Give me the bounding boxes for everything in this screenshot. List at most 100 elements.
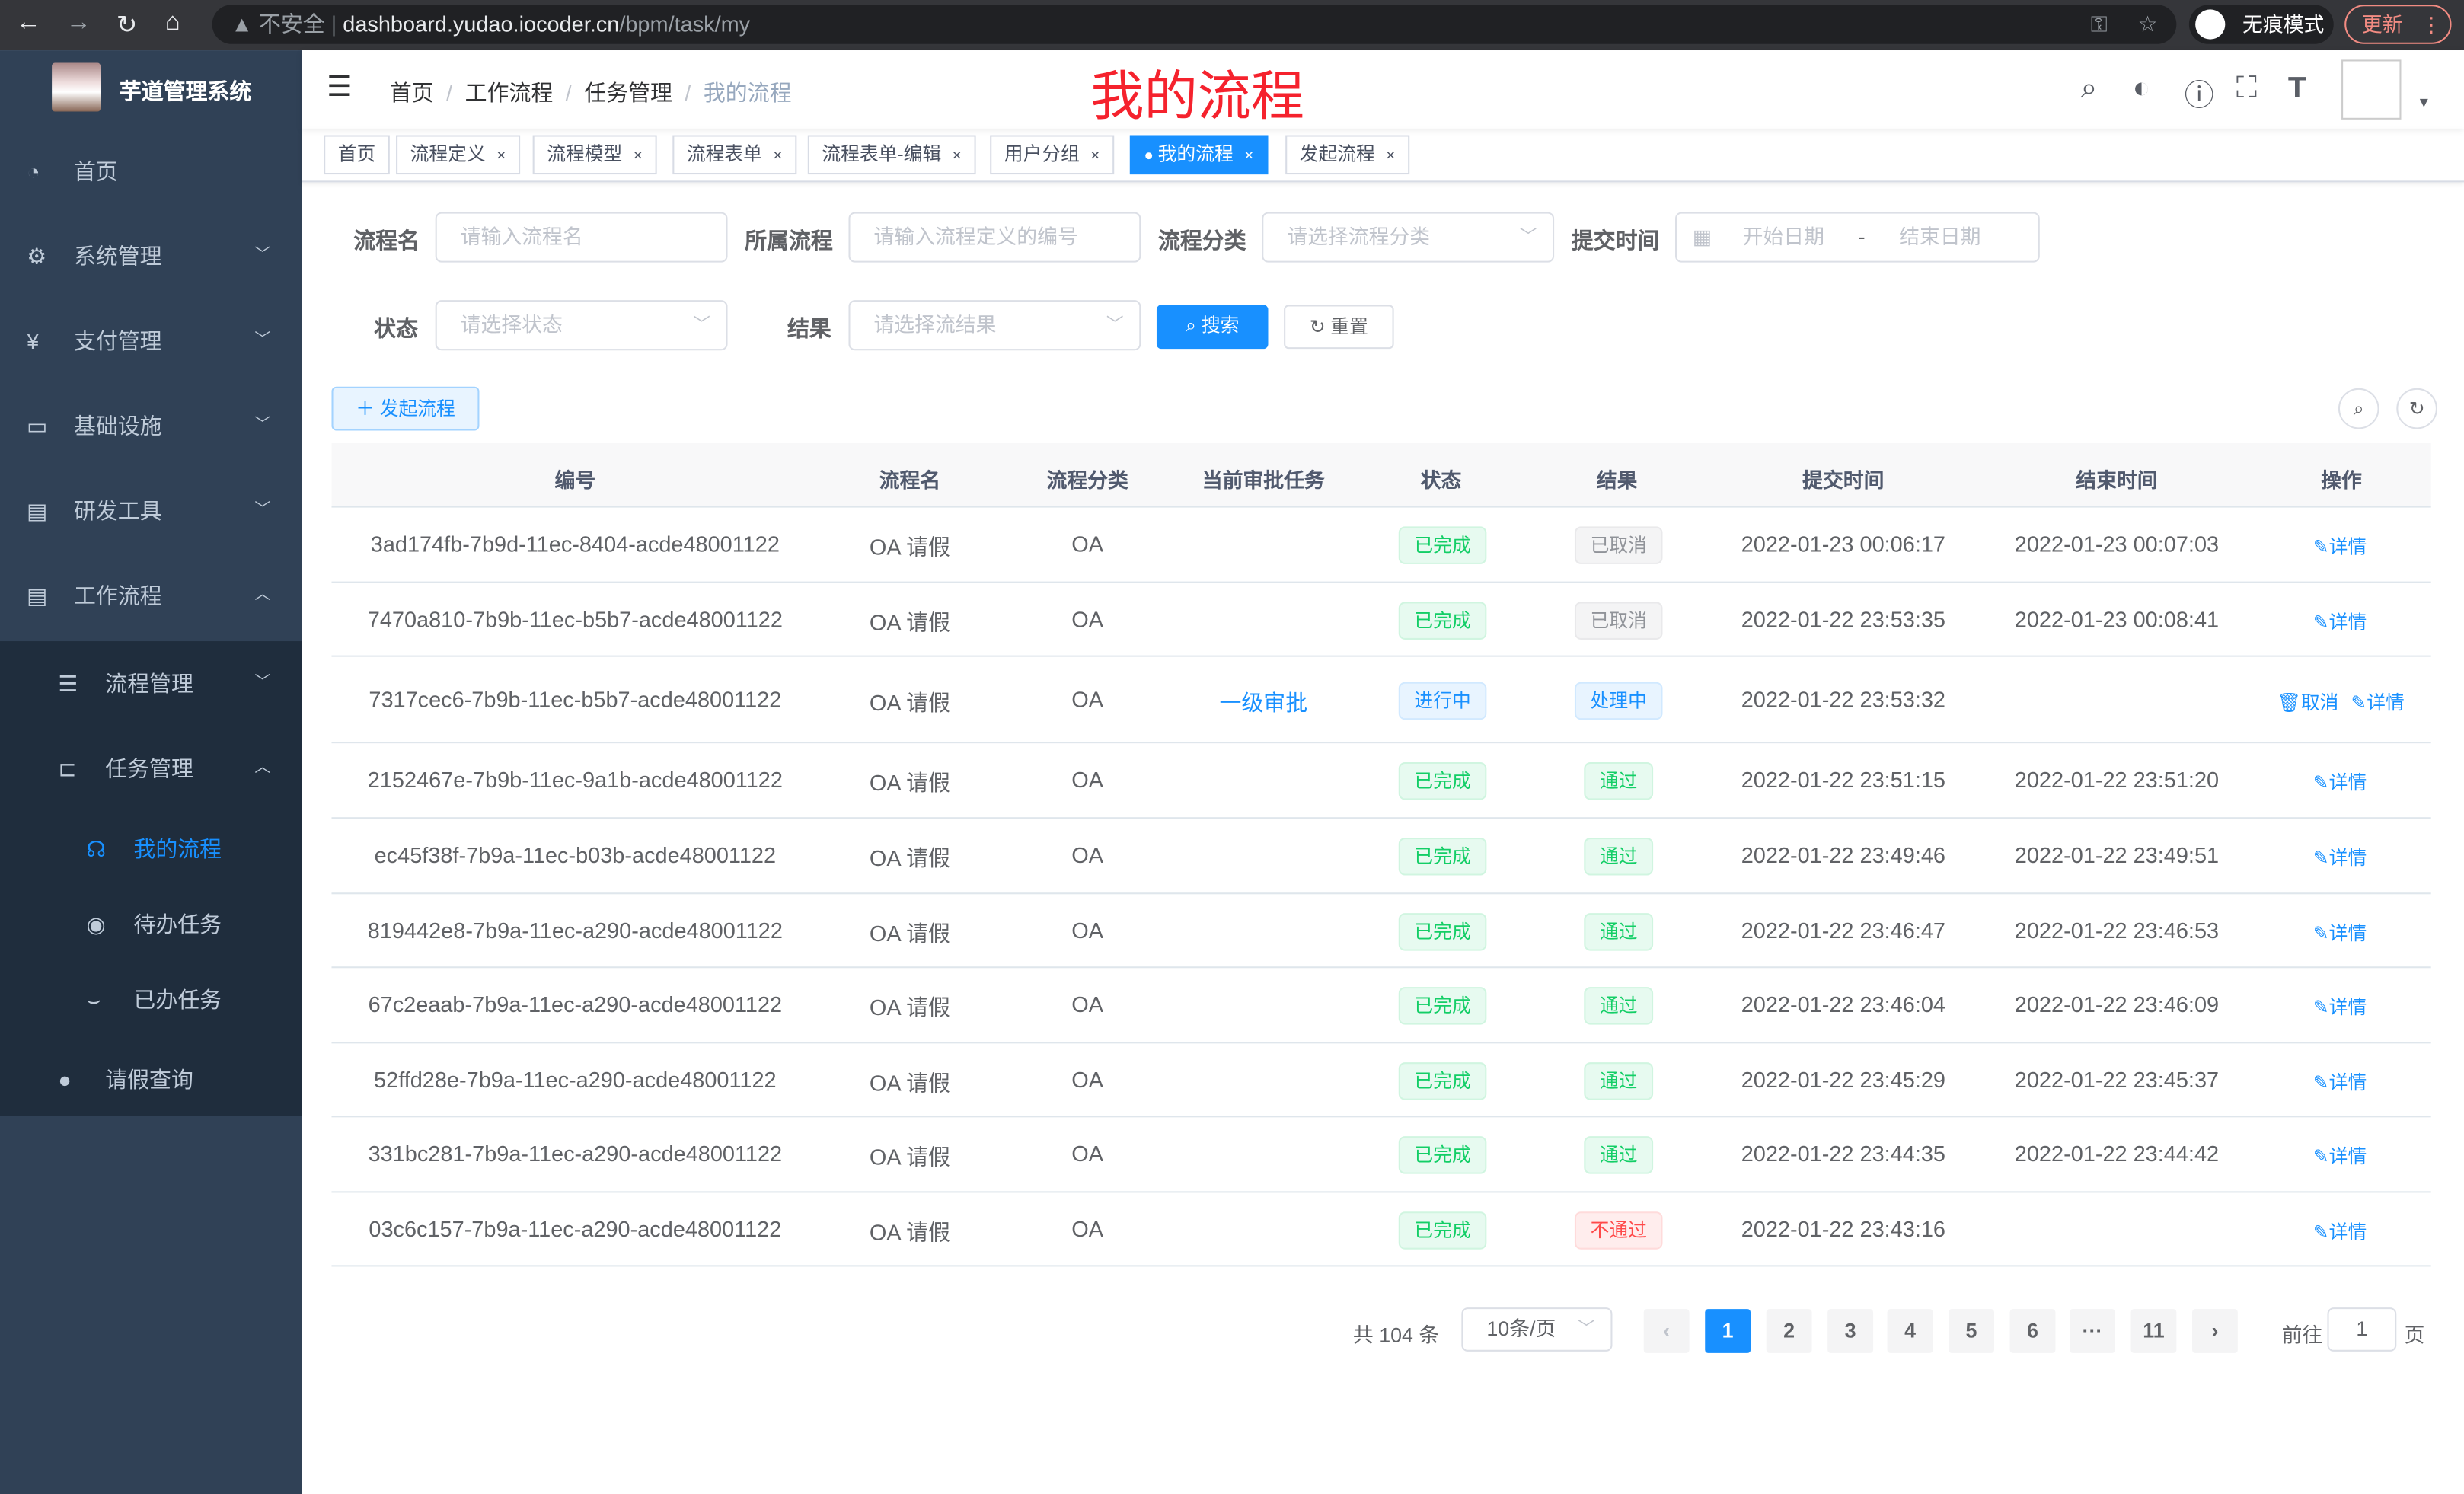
tab-3[interactable]: 流程表单 × — [672, 135, 797, 175]
hamburger-icon[interactable]: ☰ — [327, 70, 353, 103]
sidebar-item-10[interactable]: ⌣ 已办任务 — [0, 962, 302, 1037]
close-icon[interactable]: × — [633, 147, 643, 165]
link-label: 详情 — [2328, 1071, 2367, 1093]
detail-link[interactable]: ✎详情 — [2313, 768, 2367, 795]
close-icon[interactable]: × — [1386, 147, 1396, 165]
sidebar-item-2[interactable]: ¥ 支付管理 ﹀ — [0, 298, 302, 383]
cell-id: ec45f38f-7b9a-11ec-b03b-acde48001122 — [374, 842, 777, 868]
sidebar-item-1[interactable]: ⚙ 系统管理 ﹀ — [0, 214, 302, 298]
close-icon[interactable]: × — [496, 147, 506, 165]
update-button[interactable]: 更新 ⋮ — [2344, 5, 2452, 44]
sidebar-item-3[interactable]: ▭ 基础设施 ﹀ — [0, 384, 302, 468]
tab-0[interactable]: 首页 — [324, 135, 390, 175]
link-label: 详情 — [2328, 610, 2367, 633]
detail-link[interactable]: ✎详情 — [2313, 608, 2367, 634]
close-icon[interactable]: × — [1244, 147, 1254, 165]
page-button[interactable]: 11 — [2130, 1309, 2177, 1353]
incognito-indicator[interactable]: 无痕模式 — [2188, 5, 2334, 44]
name-input[interactable]: 请输入流程名 — [435, 212, 728, 263]
detail-link[interactable]: ✎详情 — [2313, 1142, 2367, 1169]
caret-down-icon[interactable]: ▼ — [2417, 94, 2431, 110]
sidebar-item-7[interactable]: ⊏ 任务管理 ︿ — [0, 726, 302, 810]
reset-button[interactable]: ↻ 重置 — [1284, 305, 1394, 350]
start-process-button[interactable]: ＋ 发起流程 — [331, 386, 480, 431]
detail-link[interactable]: ✎详情 — [2313, 918, 2367, 945]
sidebar-item-4[interactable]: ▤ 研发工具 ﹀ — [0, 468, 302, 553]
cell-submit: 2022-01-22 23:53:32 — [1741, 685, 1945, 711]
definition-input[interactable]: 请输入流程定义的编号 — [848, 212, 1141, 263]
breadcrumb-item[interactable]: 任务管理 — [584, 80, 672, 106]
font-size-icon[interactable]: T — [2287, 72, 2306, 106]
link-label: 取消 — [2300, 691, 2339, 713]
goto-page-input[interactable]: 1 — [2327, 1307, 2397, 1352]
date-range-picker[interactable]: ▦ 开始日期 - 结束日期 — [1675, 212, 2040, 263]
start-date[interactable]: 开始日期 — [1742, 225, 1824, 249]
detail-link[interactable]: ✎详情 — [2313, 844, 2367, 870]
end-date[interactable]: 结束日期 — [1899, 225, 1981, 249]
submenu-bg — [0, 641, 302, 1116]
detail-link[interactable]: ✎详情 — [2351, 688, 2404, 714]
help-icon[interactable]: ⓘ — [2184, 80, 2214, 113]
page-button[interactable]: 4 — [1887, 1309, 1933, 1353]
detail-link[interactable]: ✎详情 — [2313, 1217, 2367, 1243]
forward-icon[interactable]: → — [65, 9, 91, 37]
close-icon[interactable]: × — [952, 147, 962, 165]
cell-task[interactable]: 一级审批 — [1219, 688, 1308, 714]
toggle-search-button[interactable]: ⌕ — [2338, 388, 2379, 429]
cell-submit: 2022-01-22 23:44:35 — [1741, 1141, 1945, 1167]
search-icon[interactable]: ⌕ — [2080, 72, 2098, 106]
category-select[interactable]: 请选择流程分类 ﹀ — [1262, 212, 1555, 263]
cell-end: 2022-01-23 00:07:03 — [2014, 531, 2220, 557]
breadcrumb-item[interactable]: 首页 — [389, 80, 434, 106]
tab-4[interactable]: 流程表单-编辑 × — [807, 135, 976, 175]
cell-id: 7317cec6-7b9b-11ec-b5b7-acde48001122 — [369, 685, 782, 711]
tab-7[interactable]: 发起流程 × — [1285, 135, 1409, 175]
monitor-icon: ▭ — [27, 413, 48, 439]
reload-icon[interactable]: ↻ — [116, 12, 138, 40]
home-icon[interactable]: ⌂ — [164, 9, 180, 37]
detail-link[interactable]: ✎详情 — [2313, 533, 2367, 560]
sidebar-item-0[interactable]: ◔ 首页 — [0, 129, 302, 213]
tab-2[interactable]: 流程模型 × — [532, 135, 657, 175]
tab-1[interactable]: 流程定义 × — [396, 135, 520, 175]
cell-id: 819442e8-7b9a-11ec-a290-acde48001122 — [367, 917, 783, 943]
key-icon[interactable]: ⚿ — [2090, 11, 2108, 37]
sidebar-item-6[interactable]: ☰ 流程管理 ﹀ — [0, 641, 302, 726]
sidebar-item-5[interactable]: ▤ 工作流程 ︿ — [0, 553, 302, 637]
tab-label: 首页 — [337, 142, 376, 165]
avatar[interactable] — [2341, 59, 2402, 120]
status-badge: 已完成 — [1398, 912, 1487, 950]
tab-5[interactable]: 用户分组 × — [990, 135, 1114, 175]
address-bar[interactable]: ▲ 不安全 | dashboard.yudao.iocoder.cn/bpm/t… — [212, 5, 2177, 44]
page-button[interactable]: 2 — [1766, 1309, 1812, 1353]
refresh-button[interactable]: ↻ — [2396, 388, 2437, 429]
page-button[interactable]: 5 — [1949, 1309, 1994, 1353]
cancel-link[interactable]: 🗑︎取消 — [2277, 688, 2338, 714]
back-icon[interactable]: ← — [15, 9, 41, 37]
page-button[interactable]: 3 — [1827, 1309, 1874, 1353]
status-select[interactable]: 请选择状态 ﹀ — [435, 300, 728, 351]
page-button[interactable]: 1 — [1705, 1309, 1751, 1353]
page-size-select[interactable]: 10条/页 ﹀ — [1461, 1307, 1613, 1352]
github-icon[interactable]: ◐ — [2132, 72, 2151, 106]
prev-page-button[interactable]: ‹ — [1643, 1309, 1690, 1353]
search-button[interactable]: ⌕ 搜索 — [1156, 305, 1269, 350]
star-icon[interactable]: ☆ — [2137, 11, 2158, 37]
next-page-button[interactable]: › — [2192, 1309, 2238, 1353]
fullscreen-icon[interactable]: ⛶ — [2236, 72, 2258, 106]
close-icon[interactable]: × — [1090, 147, 1100, 165]
sidebar-item-11[interactable]: ● 请假查询 — [0, 1037, 302, 1122]
page-button[interactable]: 6 — [2009, 1309, 2056, 1353]
sidebar-item-9[interactable]: ◉ 待办任务 — [0, 886, 302, 962]
result-select[interactable]: 请选择流结果 ﹀ — [848, 300, 1141, 351]
detail-link[interactable]: ✎详情 — [2313, 993, 2367, 1020]
detail-link[interactable]: ✎详情 — [2313, 1068, 2367, 1094]
chevron-down-icon: ﹀ — [1106, 315, 1124, 335]
breadcrumb-item[interactable]: 工作流程 — [464, 80, 554, 106]
tab-6[interactable]: ● 我的流程 × — [1129, 135, 1268, 175]
table-row: 7317cec6-7b9b-11ec-b5b7-acde48001122 OA 请… — [331, 657, 2431, 744]
sidebar-item-8[interactable]: ☊ 我的流程 — [0, 811, 302, 886]
close-icon[interactable]: × — [773, 147, 783, 165]
more-pages-button[interactable]: ··· — [2070, 1309, 2115, 1353]
link-label: 详情 — [2328, 771, 2367, 794]
